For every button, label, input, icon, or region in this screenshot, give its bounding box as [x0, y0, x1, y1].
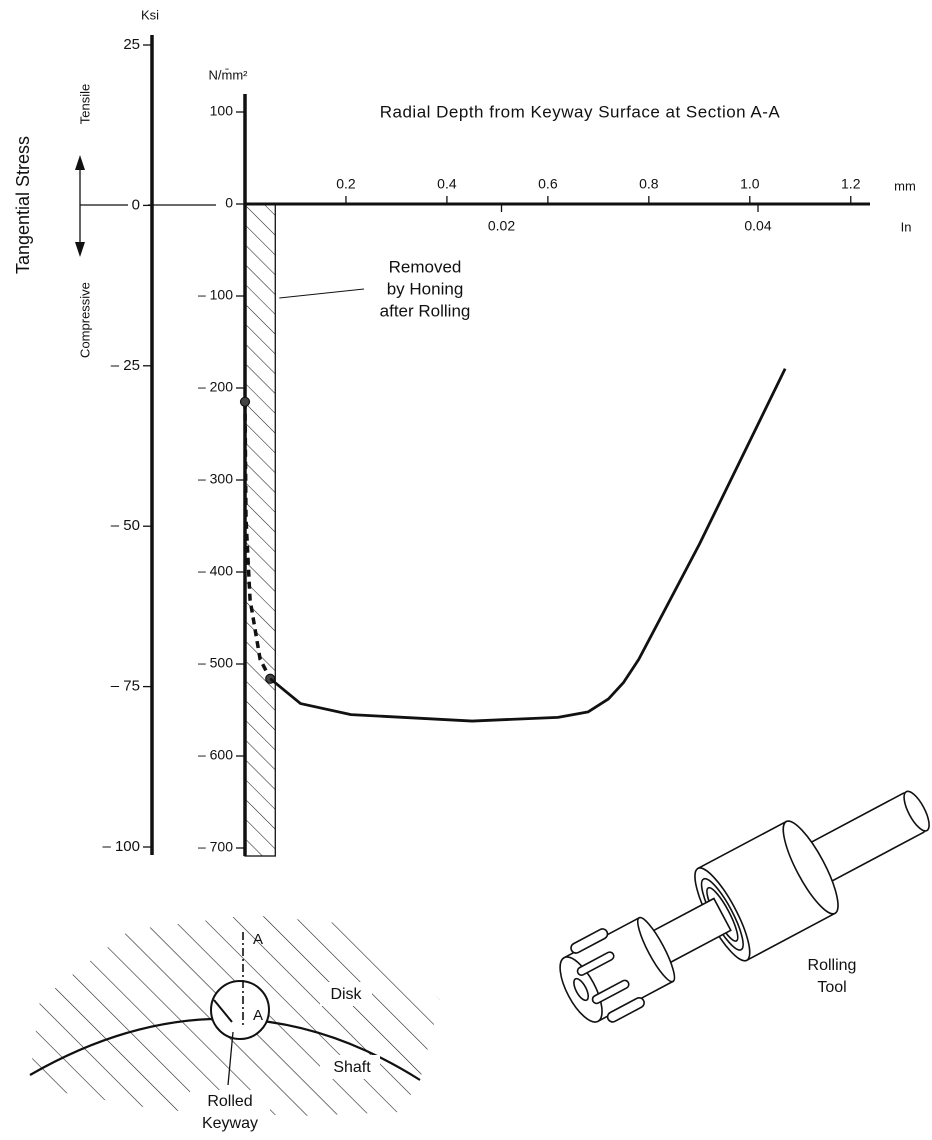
page: {"chart_data": { "type": "line", "title"… [0, 0, 932, 1140]
chart-title: Radial Depth from Keyway Surface at Sect… [380, 102, 781, 121]
band-label: by Honing [387, 279, 464, 298]
x-tick-label: 0.8 [639, 176, 659, 192]
shaft-label: Shaft [333, 1059, 371, 1076]
y-tick-label: – 300 [198, 471, 233, 487]
keyway-label: Keyway [202, 1115, 258, 1132]
y-tick-label: 0 [225, 195, 233, 211]
y-units: N/m̄m² [209, 67, 249, 82]
x-units: mm [894, 178, 916, 193]
x-tick-label: 1.2 [841, 176, 861, 192]
section-label: A [253, 931, 263, 948]
compressive-label: Compressive [77, 282, 92, 358]
band-label: Removed [389, 257, 462, 276]
keyway-label: Rolled [207, 1093, 252, 1110]
x-tick-label: 1.0 [740, 176, 760, 192]
y2-tick-label: 0 [132, 196, 140, 213]
marker [241, 397, 250, 406]
y-tick-label: – 700 [198, 839, 233, 855]
figure: Tangential Stress Ksi N/m̄m² Radial Dept… [0, 0, 932, 1140]
x-tick-label: 0.2 [336, 176, 356, 192]
y2-tick-label: 25 [123, 36, 140, 53]
y-tick-label: 100 [210, 103, 234, 119]
section-label: A [253, 1007, 263, 1024]
tool-label: Tool [817, 979, 846, 996]
y2-tick-label: – 50 [111, 517, 140, 534]
disk-label: Disk [330, 986, 362, 1003]
x-tick-label: 0.6 [538, 176, 558, 192]
y-tick-label: – 500 [198, 655, 233, 671]
y2-tick-label: – 25 [111, 357, 140, 374]
y2-tick-label: – 75 [111, 678, 140, 695]
x2-tick-label: 0.02 [488, 218, 515, 234]
x2-tick-label: 0.04 [744, 218, 771, 234]
y-tick-label: – 600 [198, 747, 233, 763]
band-label: after Rolling [380, 301, 471, 320]
y-tick-label: – 200 [198, 379, 233, 395]
y2-units: Ksi [141, 7, 159, 22]
x2-units: In [901, 219, 912, 234]
removed-band [245, 204, 275, 856]
y-tick-label: – 400 [198, 563, 233, 579]
tool-label: Rolling [808, 957, 857, 974]
y2-tick-label: – 100 [102, 838, 140, 855]
y-axis-title: Tangential Stress [13, 136, 33, 274]
y-tick-label: – 100 [198, 287, 233, 303]
x-tick-label: 0.4 [437, 176, 457, 192]
tensile-label: Tensile [77, 84, 92, 124]
